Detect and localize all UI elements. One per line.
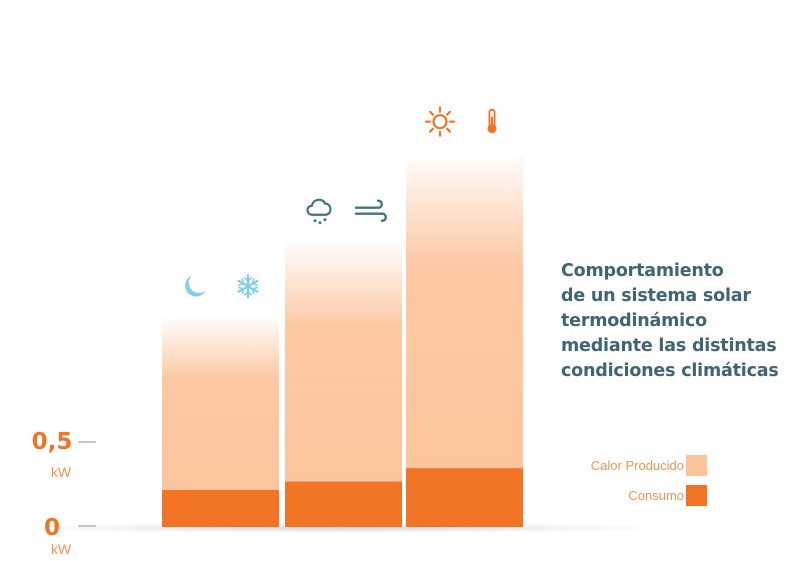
title-line: condiciones climáticas [561,361,779,381]
title-line: Comportamiento [561,261,724,281]
bar-calor-producido [406,150,523,527]
legend-swatch [686,455,707,476]
thermometer-icon [487,108,497,134]
bar-consumo [162,490,279,527]
legend: Calor Producido Consumo [591,455,707,515]
sun-icon [424,106,456,137]
y-tick-unit-1: kW [51,464,72,480]
wind-icon [354,199,387,222]
condition-icons [185,106,497,299]
y-axis: 0 kW 0,5 kW [32,429,96,557]
y-tick-label-1: 0,5 [32,429,73,455]
chart-title: Comportamiento de un sistema solar termo… [561,259,791,384]
bar-consumo [406,468,523,527]
legend-label: Consumo [628,488,684,503]
legend-item-calor: Calor Producido [591,455,707,476]
title-line: termodinámico [561,311,707,331]
bar-consumo [285,481,402,527]
title-line: de un sistema solar [561,286,751,306]
y-tick-unit-0: kW [51,541,72,557]
y-tick-label-0: 0 [44,515,60,541]
moon-icon [185,275,206,297]
bar-calor-producido [285,239,402,527]
rain-cloud-icon [306,198,332,225]
snowflake-icon [237,274,259,299]
legend-item-consumo: Consumo [591,485,707,506]
bars [162,150,523,527]
legend-label: Calor Producido [590,458,684,473]
title-line: mediante las distintas [561,336,777,356]
legend-swatch [686,485,707,506]
